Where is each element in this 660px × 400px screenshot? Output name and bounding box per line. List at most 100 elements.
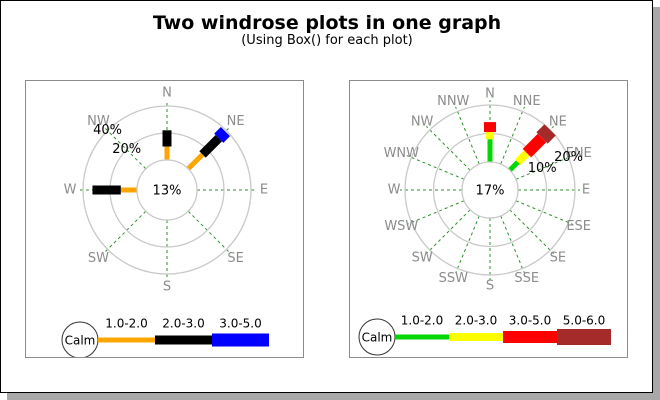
direction-label-SSW: SSW bbox=[439, 271, 469, 286]
direction-label-SSE: SSE bbox=[514, 271, 539, 286]
radial-gridline-NNW bbox=[455, 106, 480, 165]
direction-label-WSW: WSW bbox=[384, 219, 418, 234]
spoke-NE-segment-5.0-6.0 bbox=[536, 124, 556, 144]
direction-label-E: E bbox=[582, 183, 590, 198]
ring-circle-40% bbox=[82, 105, 252, 275]
spoke-NE-segment-2.0-3.0 bbox=[515, 150, 530, 165]
direction-label-E: E bbox=[260, 183, 268, 198]
spoke-N-group bbox=[487, 139, 493, 162]
legend-bar-5.0-6.0 bbox=[557, 329, 611, 345]
radial-gridline-NNE bbox=[500, 106, 525, 165]
spoke-N-segment-3.0-5.0 bbox=[484, 122, 496, 133]
spoke-NE-group bbox=[199, 135, 222, 158]
spoke-NE-group bbox=[515, 150, 530, 165]
radial-gridline-ESE bbox=[515, 200, 574, 225]
direction-label-NE: NE bbox=[549, 115, 567, 130]
spoke-NE-segment-3.0-5.0 bbox=[214, 126, 231, 143]
spoke-W-group bbox=[120, 187, 137, 193]
direction-label-WNW: WNW bbox=[384, 146, 420, 161]
legend-label-3.0-5.0: 3.0-5.0 bbox=[509, 314, 552, 328]
radial-gridline-SSW bbox=[455, 215, 480, 274]
direction-label-NW: NW bbox=[87, 114, 110, 129]
spoke-NE-group bbox=[186, 152, 205, 171]
graph-canvas: Two windrose plots in one graph (Using B… bbox=[0, 0, 653, 393]
direction-label-ENE: ENE bbox=[566, 146, 592, 161]
spoke-W-group bbox=[92, 185, 121, 195]
legend-calm-label: Calm bbox=[65, 334, 96, 348]
spoke-NE-segment-1.0-2.0 bbox=[508, 160, 520, 172]
direction-label-W: W bbox=[388, 183, 401, 198]
ring-percentage-label-10%: 10% bbox=[528, 161, 557, 176]
direction-label-SW: SW bbox=[412, 250, 433, 265]
spoke-N-segment-1.0-2.0 bbox=[487, 139, 493, 162]
legend-label-1.0-2.0: 1.0-2.0 bbox=[105, 317, 148, 331]
calm-circle bbox=[461, 161, 519, 219]
radial-gridline-NW bbox=[426, 126, 471, 171]
ring-percentage-label-20%: 20% bbox=[112, 142, 141, 157]
ring-percentage-label-40%: 40% bbox=[93, 123, 122, 138]
direction-label-N: N bbox=[485, 87, 495, 102]
spoke-N-group bbox=[486, 132, 494, 140]
windrose-panel-right: 17% N NNE NE ENE E ESE SE SSE S SSW SW WSW W WNW NW NNW 1… bbox=[349, 80, 628, 358]
direction-label-SE: SE bbox=[227, 251, 243, 266]
legend-calm-label: Calm bbox=[362, 331, 393, 345]
radial-gridline-WNW bbox=[406, 155, 465, 180]
spoke-N-group bbox=[484, 122, 496, 133]
spoke-NE-segment-3.0-5.0 bbox=[522, 133, 547, 158]
spoke-NE-group bbox=[508, 160, 520, 172]
frame-shadow-right bbox=[653, 7, 660, 400]
direction-label-NW: NW bbox=[411, 115, 434, 130]
calm-percentage-label: 17% bbox=[476, 184, 505, 199]
ring-circle-20% bbox=[404, 104, 576, 276]
graph-title: Two windrose plots in one graph bbox=[152, 12, 502, 34]
spoke-NE-group bbox=[536, 124, 556, 144]
spoke-NE-group bbox=[522, 133, 547, 158]
legend-bar-2.0-3.0 bbox=[155, 335, 212, 345]
direction-label-ESE: ESE bbox=[566, 219, 591, 234]
spoke-NE-segment-1.0-2.0 bbox=[186, 152, 205, 171]
legend-label-2.0-3.0: 2.0-3.0 bbox=[455, 314, 498, 328]
direction-label-NE: NE bbox=[227, 114, 245, 129]
direction-label-W: W bbox=[64, 183, 77, 198]
windrose-panel-left: 13% N NE E SE S SW W NW 20% 40% Calm 1.0-2.0 2.0-3.0 3… bbox=[25, 80, 304, 359]
calm-percentage-label: 13% bbox=[153, 184, 182, 199]
radial-gridline-ENE bbox=[515, 155, 574, 180]
spoke-W-segment-2.0-3.0 bbox=[92, 185, 121, 195]
direction-label-NNE: NNE bbox=[513, 94, 541, 109]
legend-bar-1.0-2.0 bbox=[395, 334, 449, 340]
legend-label-3.0-5.0: 3.0-5.0 bbox=[219, 317, 262, 331]
calm-circle bbox=[136, 159, 198, 221]
spoke-N-segment-1.0-2.0 bbox=[164, 146, 170, 160]
legend-label-2.0-3.0: 2.0-3.0 bbox=[162, 317, 205, 331]
spoke-N-segment-2.0-3.0 bbox=[486, 132, 494, 140]
legend-bar-1.0-2.0 bbox=[98, 337, 155, 343]
legend-bar-2.0-3.0 bbox=[449, 333, 503, 341]
direction-label-NNW: NNW bbox=[437, 94, 469, 109]
legend-bar-3.0-5.0 bbox=[503, 331, 557, 343]
spoke-N-segment-2.0-3.0 bbox=[162, 130, 172, 147]
legend-bar-3.0-5.0 bbox=[212, 333, 269, 347]
radial-gridline-SW bbox=[426, 209, 471, 254]
radial-gridline-WSW bbox=[406, 200, 465, 225]
radial-gridline-SSE bbox=[500, 215, 525, 274]
direction-label-SW: SW bbox=[88, 251, 109, 266]
radial-gridline-SW bbox=[103, 210, 147, 254]
graph-subtitle: (Using Box() for each plot) bbox=[241, 33, 413, 48]
legend-label-1.0-2.0: 1.0-2.0 bbox=[401, 314, 444, 328]
radial-gridline-NW bbox=[103, 126, 147, 170]
direction-label-S: S bbox=[163, 280, 171, 295]
radial-gridline-SE bbox=[509, 209, 554, 254]
spoke-NE-group bbox=[214, 126, 231, 143]
frame-shadow-bottom bbox=[7, 393, 660, 400]
ring-percentage-label-20%: 20% bbox=[554, 150, 583, 165]
direction-label-N: N bbox=[162, 86, 172, 101]
direction-label-S: S bbox=[486, 279, 494, 294]
spoke-N-group bbox=[162, 130, 172, 147]
legend-label-5.0-6.0: 5.0-6.0 bbox=[563, 314, 606, 328]
radial-gridline-SE bbox=[187, 210, 231, 254]
spoke-NE-segment-2.0-3.0 bbox=[199, 135, 222, 158]
spoke-N-group bbox=[164, 146, 170, 160]
